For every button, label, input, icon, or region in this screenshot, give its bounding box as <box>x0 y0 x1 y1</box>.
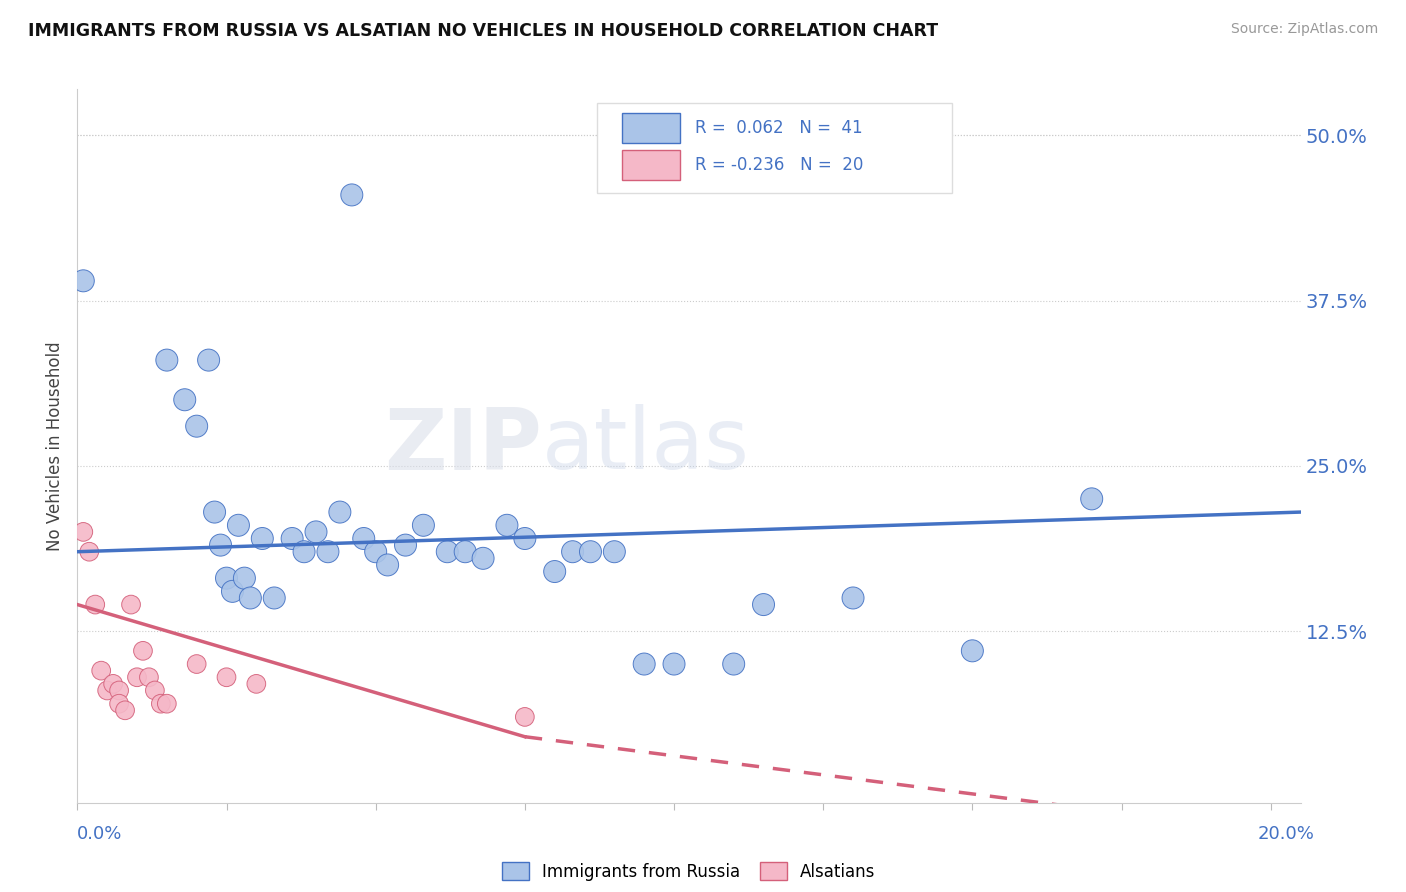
FancyBboxPatch shape <box>621 150 681 180</box>
Ellipse shape <box>110 681 128 700</box>
Ellipse shape <box>292 541 315 563</box>
Ellipse shape <box>664 653 685 675</box>
Ellipse shape <box>263 587 285 609</box>
Ellipse shape <box>247 674 266 693</box>
Text: ZIP: ZIP <box>384 404 543 488</box>
Ellipse shape <box>516 707 534 726</box>
Ellipse shape <box>752 593 775 615</box>
Ellipse shape <box>228 515 249 536</box>
Ellipse shape <box>723 653 745 675</box>
Ellipse shape <box>139 668 159 687</box>
Ellipse shape <box>174 389 195 410</box>
Ellipse shape <box>377 554 399 576</box>
Text: IMMIGRANTS FROM RUSSIA VS ALSATIAN NO VEHICLES IN HOUSEHOLD CORRELATION CHART: IMMIGRANTS FROM RUSSIA VS ALSATIAN NO VE… <box>28 22 938 40</box>
Ellipse shape <box>842 587 865 609</box>
Ellipse shape <box>115 701 135 720</box>
Ellipse shape <box>316 541 339 563</box>
Ellipse shape <box>561 541 583 563</box>
Ellipse shape <box>513 527 536 549</box>
Ellipse shape <box>436 541 458 563</box>
FancyBboxPatch shape <box>598 103 952 193</box>
Ellipse shape <box>305 521 328 543</box>
Ellipse shape <box>91 661 111 680</box>
Ellipse shape <box>122 595 141 614</box>
Ellipse shape <box>134 641 152 660</box>
Ellipse shape <box>252 527 273 549</box>
Text: 20.0%: 20.0% <box>1258 825 1315 843</box>
Ellipse shape <box>110 694 128 713</box>
Ellipse shape <box>157 694 176 713</box>
Ellipse shape <box>217 668 236 687</box>
Ellipse shape <box>412 515 434 536</box>
Ellipse shape <box>152 694 170 713</box>
Ellipse shape <box>233 567 256 589</box>
Ellipse shape <box>544 560 565 582</box>
Ellipse shape <box>340 184 363 206</box>
Ellipse shape <box>633 653 655 675</box>
Ellipse shape <box>156 349 177 371</box>
Ellipse shape <box>215 567 238 589</box>
Ellipse shape <box>75 523 93 541</box>
Text: Source: ZipAtlas.com: Source: ZipAtlas.com <box>1230 22 1378 37</box>
Ellipse shape <box>104 674 122 693</box>
Ellipse shape <box>454 541 477 563</box>
Ellipse shape <box>281 527 304 549</box>
Ellipse shape <box>146 681 165 700</box>
Text: R = -0.236   N =  20: R = -0.236 N = 20 <box>695 156 863 174</box>
Text: R =  0.062   N =  41: R = 0.062 N = 41 <box>695 119 863 136</box>
Ellipse shape <box>128 668 146 687</box>
Ellipse shape <box>329 501 352 523</box>
Ellipse shape <box>80 542 98 561</box>
Ellipse shape <box>603 541 626 563</box>
Ellipse shape <box>204 501 225 523</box>
Text: atlas: atlas <box>543 404 751 488</box>
Ellipse shape <box>239 587 262 609</box>
Text: 0.0%: 0.0% <box>77 825 122 843</box>
Ellipse shape <box>222 581 243 602</box>
Ellipse shape <box>98 681 117 700</box>
Ellipse shape <box>86 595 104 614</box>
Ellipse shape <box>198 349 219 371</box>
Ellipse shape <box>353 527 375 549</box>
Y-axis label: No Vehicles in Household: No Vehicles in Household <box>46 341 65 551</box>
Ellipse shape <box>962 640 983 662</box>
Ellipse shape <box>579 541 602 563</box>
Ellipse shape <box>496 515 517 536</box>
Ellipse shape <box>472 548 494 569</box>
Ellipse shape <box>395 534 416 556</box>
Legend: Immigrants from Russia, Alsatians: Immigrants from Russia, Alsatians <box>495 855 883 888</box>
Ellipse shape <box>186 415 208 437</box>
FancyBboxPatch shape <box>621 112 681 143</box>
Ellipse shape <box>1081 488 1102 510</box>
Ellipse shape <box>72 269 94 292</box>
Ellipse shape <box>187 655 207 673</box>
Ellipse shape <box>209 534 232 556</box>
Ellipse shape <box>364 541 387 563</box>
